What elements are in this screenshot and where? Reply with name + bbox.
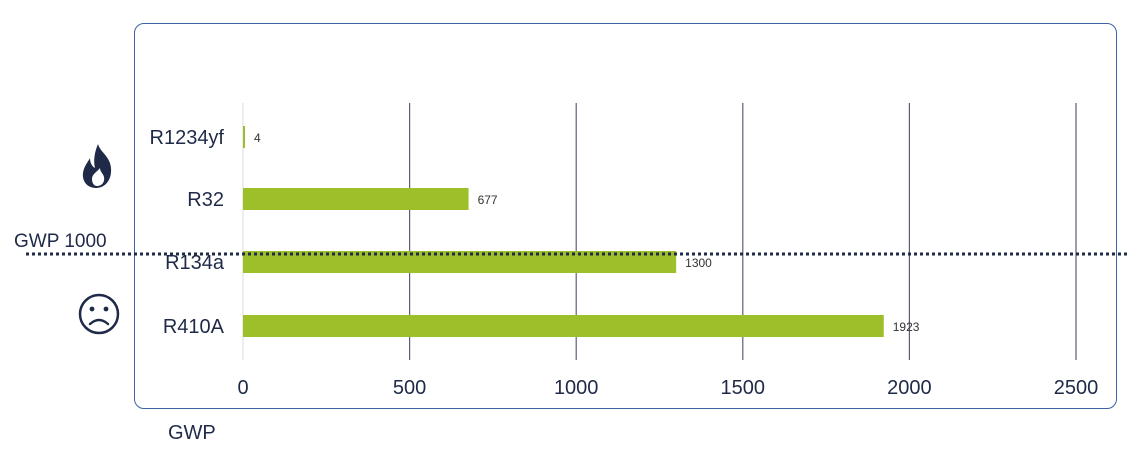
bar <box>243 188 469 210</box>
x-tick-label: 1000 <box>554 377 599 399</box>
bar <box>243 126 245 148</box>
data-label: 1923 <box>893 320 920 334</box>
x-tick-label: 0 <box>237 377 248 399</box>
category-label: R1234yf <box>150 127 225 149</box>
category-label: R134a <box>165 252 225 274</box>
data-label: 677 <box>478 193 498 207</box>
bar <box>243 315 884 337</box>
labels: 0 500 1000 1500 2000 2500 R1234yf 4 R32 677 R134a 1… <box>150 127 1099 399</box>
data-label: 4 <box>254 131 261 145</box>
flame-icon <box>82 144 112 188</box>
bar <box>243 251 677 273</box>
chart-frame <box>134 23 1117 409</box>
x-tick-label: 2000 <box>887 377 932 399</box>
bars <box>243 126 884 337</box>
x-axis-title: GWP <box>168 422 216 444</box>
data-label: 1300 <box>685 256 712 270</box>
sad-face-icon <box>78 293 120 335</box>
category-label: R410A <box>163 316 225 338</box>
threshold-label: GWP 1000 <box>14 231 107 252</box>
x-tick-label: 2500 <box>1054 377 1099 399</box>
category-label: R32 <box>187 189 224 211</box>
x-tick-label: 500 <box>393 377 426 399</box>
x-tick-label: 1500 <box>721 377 766 399</box>
